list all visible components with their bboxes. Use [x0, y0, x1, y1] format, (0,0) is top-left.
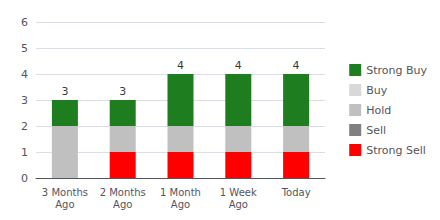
- svg-text:2 Months: 2 Months: [100, 187, 146, 198]
- svg-text:0: 0: [21, 172, 28, 185]
- svg-text:3: 3: [21, 94, 28, 107]
- svg-text:Hold: Hold: [366, 104, 391, 117]
- svg-text:3: 3: [119, 85, 126, 98]
- svg-text:5: 5: [21, 42, 28, 55]
- svg-text:Ago: Ago: [229, 199, 248, 210]
- svg-text:Strong Sell: Strong Sell: [366, 144, 426, 157]
- svg-text:1: 1: [21, 146, 28, 159]
- svg-text:Ago: Ago: [113, 199, 132, 210]
- svg-text:3 Months: 3 Months: [42, 187, 88, 198]
- svg-text:4: 4: [293, 59, 300, 72]
- svg-text:Ago: Ago: [55, 199, 74, 210]
- svg-text:1 Week: 1 Week: [220, 187, 257, 198]
- svg-text:Strong Buy: Strong Buy: [366, 64, 427, 77]
- svg-text:4: 4: [21, 68, 28, 81]
- svg-text:6: 6: [21, 16, 28, 29]
- svg-text:Today: Today: [281, 187, 311, 198]
- svg-text:2: 2: [21, 120, 28, 133]
- svg-text:Ago: Ago: [171, 199, 190, 210]
- svg-text:4: 4: [177, 59, 184, 72]
- svg-text:1 Month: 1 Month: [160, 187, 201, 198]
- svg-text:Sell: Sell: [366, 124, 386, 137]
- svg-text:4: 4: [235, 59, 242, 72]
- svg-text:3: 3: [61, 85, 68, 98]
- svg-text:Buy: Buy: [366, 84, 388, 97]
